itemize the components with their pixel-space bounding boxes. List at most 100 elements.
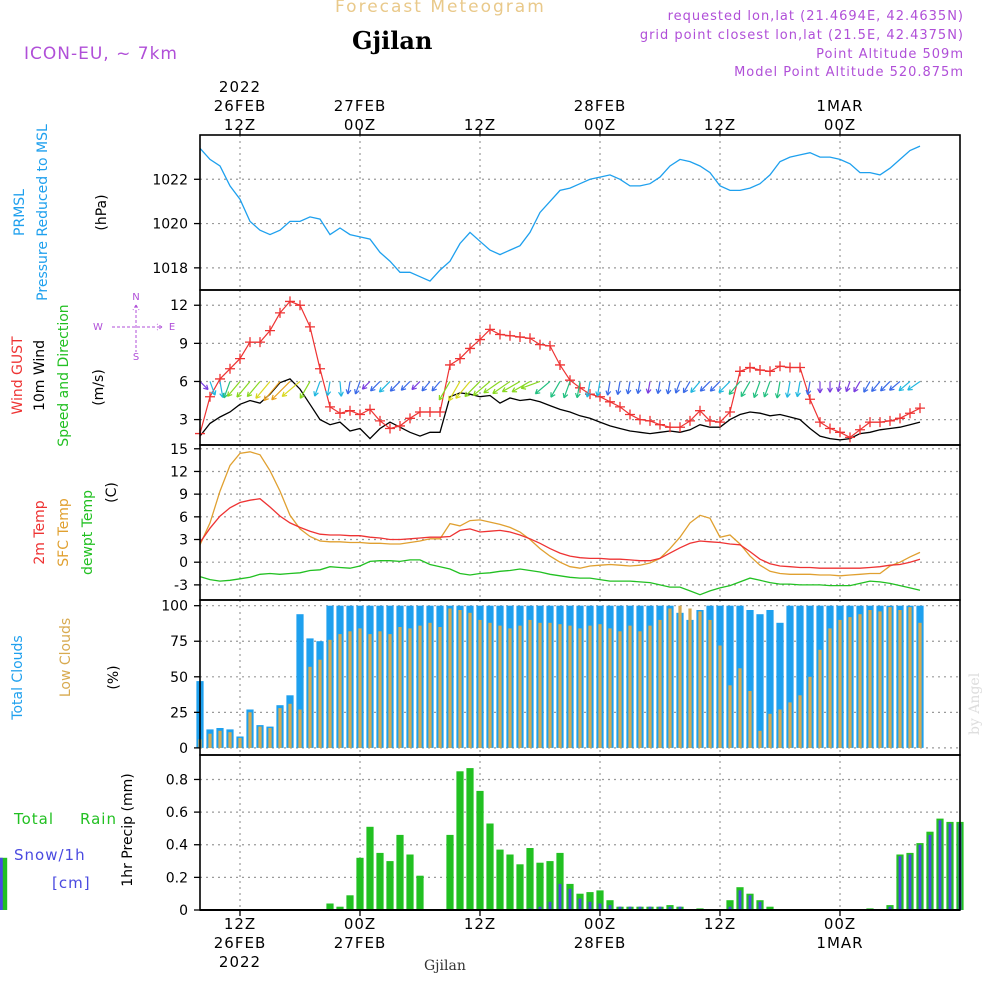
top-time-label: 00Z xyxy=(584,116,616,134)
low-cloud-bar xyxy=(338,634,342,748)
wind-arrow xyxy=(438,381,451,401)
low-cloud-bar xyxy=(468,612,472,748)
low-cloud-bar xyxy=(578,628,582,748)
gust-marker xyxy=(485,324,495,335)
top-time-label: 28FEB xyxy=(574,97,626,115)
ytick-label-clouds: 75 xyxy=(170,634,188,650)
gust-marker xyxy=(235,353,245,364)
wind-arrow xyxy=(805,381,812,396)
gust-marker xyxy=(635,414,645,425)
ytick-label-clouds: 100 xyxy=(161,599,188,615)
wind-arrow xyxy=(338,381,344,397)
snow-bar xyxy=(638,906,642,910)
low-cloud-bar xyxy=(628,625,632,748)
low-cloud-bar xyxy=(368,634,372,748)
gust-marker xyxy=(885,415,895,426)
gust-marker xyxy=(325,401,335,412)
temp2m-title: 2m Temp xyxy=(32,500,48,564)
wind-arrow xyxy=(400,381,411,391)
wind10m-title: 10m Wind xyxy=(32,340,48,411)
low-cloud-bar xyxy=(798,695,802,748)
gust-marker xyxy=(545,340,555,351)
gust-marker xyxy=(765,366,775,377)
gust-marker xyxy=(805,394,815,405)
low-cloud-bar xyxy=(428,622,432,748)
rain-bar xyxy=(486,823,494,910)
low-cloud-bar xyxy=(408,628,412,748)
low-cloud-bar xyxy=(638,631,642,748)
wind-speed-dir-title: Speed and Direction xyxy=(56,304,72,446)
precip-snow-label: Snow/1h xyxy=(14,846,86,864)
gust-marker xyxy=(535,339,545,350)
wind-arrow xyxy=(325,381,332,396)
gust-marker xyxy=(255,337,265,348)
low-cloud-bar xyxy=(758,730,762,748)
rain-bar xyxy=(356,857,364,910)
pressure-subtitle: Pressure Reduced to MSL xyxy=(35,124,51,301)
gust-marker xyxy=(405,413,415,424)
wind-arrow xyxy=(762,381,771,398)
compass-s: S xyxy=(133,352,139,363)
wind-arrow xyxy=(389,381,401,392)
panel-frame-wind xyxy=(199,289,961,446)
rain-bar xyxy=(496,849,504,910)
total-cloud-bar xyxy=(756,614,764,748)
top-time-label: 2022 xyxy=(219,78,261,96)
wind-arrow xyxy=(246,381,261,398)
low-cloud-bar xyxy=(498,625,502,748)
ytick-label-precip: 0.8 xyxy=(166,772,188,788)
rain-bar xyxy=(396,834,404,910)
ytick-label-pressure: 1020 xyxy=(152,217,188,233)
rain-bar xyxy=(596,890,604,910)
low-cloud-bar xyxy=(458,610,462,748)
wind-arrow xyxy=(378,381,391,393)
point-altitude: Point Altitude 509m xyxy=(816,47,964,62)
wind-arrow xyxy=(645,381,652,394)
wind-arrow xyxy=(740,381,751,398)
sfc-temp-line xyxy=(199,451,921,577)
low-cloud-bar xyxy=(868,610,872,748)
gust-marker xyxy=(655,419,665,430)
snow-bar xyxy=(568,888,572,910)
wind-gust-title: Wind GUST xyxy=(10,336,26,415)
wind-arrow xyxy=(354,381,361,395)
pressure-title: PRMSL xyxy=(12,189,28,236)
ytick-label-wind: 12 xyxy=(170,298,188,314)
low-cloud-bar xyxy=(298,709,302,748)
gust-marker xyxy=(615,401,625,412)
data-marks xyxy=(0,145,964,911)
rain-bar xyxy=(466,768,474,910)
gust-marker xyxy=(775,361,785,372)
ytick-label-temp: 3 xyxy=(179,533,188,549)
low-cloud-bar xyxy=(648,625,652,748)
total-cloud-bar xyxy=(776,622,784,748)
wind-arrow xyxy=(562,381,571,399)
snow-bar xyxy=(738,890,742,910)
snow-bar xyxy=(628,906,632,910)
rain-bar xyxy=(476,790,484,910)
wind-arrow xyxy=(574,381,581,399)
low-cloud-bar xyxy=(588,625,592,748)
ytick-label-temp: 0 xyxy=(179,555,188,571)
low-cloud-bar xyxy=(708,619,712,748)
ytick-label-pressure: 1022 xyxy=(152,172,188,188)
low-cloud-bar xyxy=(228,732,232,748)
wind-arrow xyxy=(585,381,591,398)
snow-bar xyxy=(678,906,682,910)
wind-arrow xyxy=(871,381,881,393)
low-cloud-bar xyxy=(808,676,812,748)
low-cloud-bar xyxy=(538,622,542,748)
gust-marker xyxy=(915,403,925,414)
snow-bar xyxy=(548,901,552,910)
wind-arrow xyxy=(199,381,209,391)
snow-bar xyxy=(658,906,662,910)
gust-marker xyxy=(705,415,715,426)
panel-frames xyxy=(199,134,961,911)
wind-arrow xyxy=(635,381,642,395)
wind-arrow xyxy=(752,381,761,399)
snow-bar xyxy=(608,905,612,910)
top-time-label: 12Z xyxy=(464,116,496,134)
gust-marker xyxy=(825,423,835,434)
ytick-label-temp: -3 xyxy=(174,578,188,594)
